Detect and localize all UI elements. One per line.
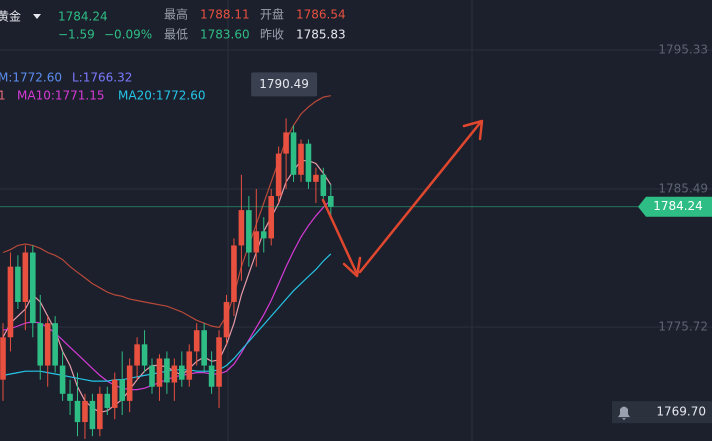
label: 开盘: [260, 7, 284, 22]
candle-body: [260, 231, 267, 239]
candle-body: [30, 252, 36, 324]
label: 最低: [164, 28, 188, 42]
label: 最高: [164, 7, 188, 22]
candle-body: [111, 379, 118, 408]
label: 昨收: [260, 28, 284, 42]
candle-body: [37, 323, 44, 366]
candle-body: [171, 365, 178, 383]
value: 1783.60: [200, 28, 250, 42]
candle-body: [186, 351, 193, 380]
legend-label: MA10:1771.15: [17, 89, 105, 103]
candle-body: [208, 365, 215, 387]
arrow-head: [462, 119, 484, 141]
candle-body: [59, 365, 66, 394]
candle-body: [97, 393, 103, 430]
candle-body: [253, 231, 260, 253]
last-price-tag: [638, 196, 712, 217]
candle-body: [15, 266, 21, 302]
candle-body: [141, 344, 148, 366]
candle-body: [74, 400, 81, 423]
y-tick-label: 1795.33: [658, 43, 708, 57]
value: 1786.54: [296, 8, 346, 22]
candle-body: [268, 195, 274, 239]
candle-body: [179, 365, 185, 380]
change: −1.59: [58, 28, 95, 42]
candle-body: [231, 245, 237, 302]
alert-tag: [612, 401, 712, 424]
candle-body: [134, 344, 140, 366]
candle-body: [149, 365, 155, 387]
symbol-name[interactable]: 黄金: [0, 9, 21, 24]
candle-body: [275, 153, 282, 196]
tooltip-label: 1790.49: [259, 77, 309, 91]
legend-label: MA20:1772.60: [118, 89, 206, 103]
candle-body: [305, 143, 312, 182]
candles: [0, 118, 334, 440]
candle-body: [67, 393, 73, 401]
dropdown-icon[interactable]: [33, 14, 41, 19]
legend-label: 1: [0, 89, 6, 103]
alert-price-label[interactable]: 1769.70: [656, 405, 706, 419]
candle-body: [119, 379, 125, 401]
legend-label: L:1766.32: [72, 71, 132, 85]
candle-body: [283, 132, 289, 154]
price: 1784.24: [58, 10, 108, 24]
candle-body: [164, 358, 170, 383]
candle-body: [7, 266, 14, 338]
arrow-head: [342, 256, 362, 278]
legend-label: M:1772.60: [0, 71, 62, 85]
candle-body: [328, 195, 334, 207]
candle-body: [52, 323, 58, 366]
grid: 1795.33 1785.49 1775.72: [0, 43, 712, 334]
candle-body: [216, 337, 222, 387]
candle-body: [126, 365, 133, 401]
candle-body: [201, 330, 207, 366]
candle-body: [104, 393, 111, 408]
candle-body: [0, 337, 6, 380]
change-pct: −0.09%: [104, 28, 152, 42]
tooltip-box: [251, 72, 318, 97]
candle-body: [313, 174, 319, 182]
candle-body: [298, 143, 304, 175]
y-tick-label: 1785.49: [658, 182, 708, 196]
candle-body: [89, 400, 96, 430]
candle-body: [82, 400, 88, 423]
bell-icon: [618, 406, 630, 421]
candle-body: [238, 210, 245, 246]
last-price-label: 1784.24: [653, 199, 703, 213]
forecast-arrows: [321, 119, 484, 278]
candle-body: [246, 210, 252, 253]
candle-body: [44, 323, 51, 366]
arrow-up: [358, 121, 482, 274]
candle-body: [156, 358, 163, 387]
arrow-down: [321, 198, 359, 276]
overlay: 1790.49 M:1772.60 L:1766.32 1 MA10:1771.15 MA…: [0, 71, 712, 424]
candle-body: [223, 301, 230, 338]
candle-body: [193, 330, 200, 352]
value: 1785.83: [296, 28, 346, 42]
y-tick-label: 1775.72: [658, 320, 708, 334]
candle-body: [22, 252, 29, 302]
candle-body: [320, 174, 327, 196]
value: 1788.11: [200, 8, 250, 22]
candle-body: [290, 132, 297, 175]
